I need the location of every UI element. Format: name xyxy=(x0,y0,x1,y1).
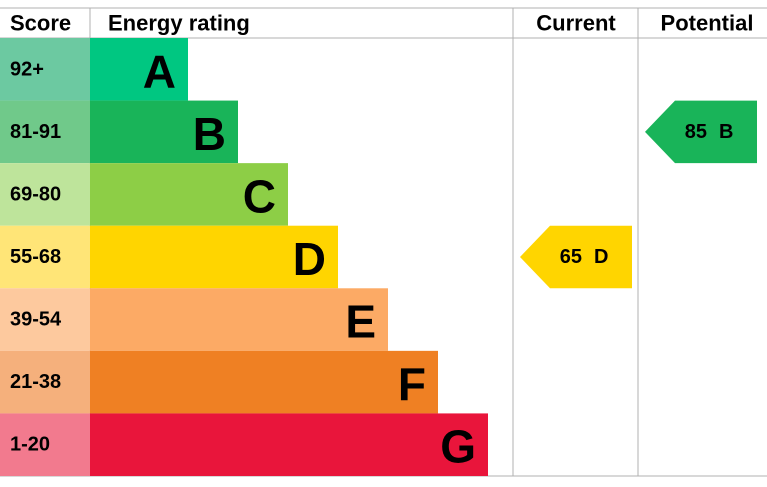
rating-bar xyxy=(90,163,288,226)
rating-bar xyxy=(90,288,388,351)
potential-letter: B xyxy=(719,121,733,143)
current-letter: D xyxy=(594,246,608,268)
score-label: 81-91 xyxy=(10,121,61,143)
score-label: 92+ xyxy=(10,58,44,80)
header: Score xyxy=(10,11,71,36)
score-cell xyxy=(0,288,90,351)
header: Potential xyxy=(661,11,754,36)
header: Energy rating xyxy=(108,11,250,36)
rating-letter: B xyxy=(193,108,226,160)
score-label: 39-54 xyxy=(10,309,62,331)
rating-bar xyxy=(90,225,338,289)
rating-letter: A xyxy=(143,45,176,97)
rating-bar xyxy=(90,100,238,164)
score-cell xyxy=(0,225,90,289)
current-arrow xyxy=(520,225,632,289)
rating-letter: G xyxy=(440,421,476,473)
rating-letter: C xyxy=(243,170,276,222)
score-cell xyxy=(0,350,90,414)
score-cell xyxy=(0,100,90,164)
score-label: 55-68 xyxy=(10,246,61,268)
score-cell xyxy=(0,413,90,476)
score-label: 21-38 xyxy=(10,371,61,393)
header: Current xyxy=(536,11,616,36)
score-cell xyxy=(0,163,90,226)
rating-bar xyxy=(90,413,488,476)
rating-letter: F xyxy=(398,358,426,410)
rating-letter: D xyxy=(293,233,326,285)
potential-value: 85 xyxy=(685,121,707,143)
score-label: 69-80 xyxy=(10,183,61,205)
score-cell xyxy=(0,38,90,101)
score-label: 1-20 xyxy=(10,434,50,456)
rating-letter: E xyxy=(345,296,376,348)
current-value: 65 xyxy=(560,246,582,268)
rating-bar xyxy=(90,38,188,101)
rating-bar xyxy=(90,350,438,414)
potential-arrow xyxy=(645,100,757,164)
